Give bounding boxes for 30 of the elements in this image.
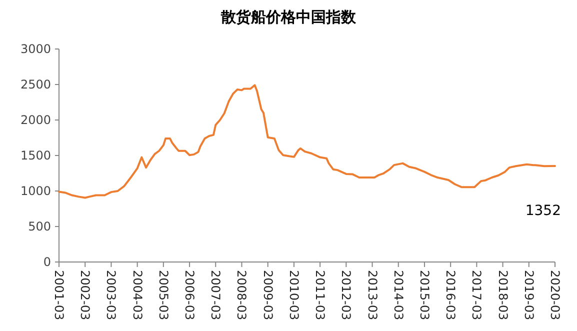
chart-title: 散货船价格中国指数 <box>220 8 357 26</box>
x-tick-label: 2006-03 <box>182 270 197 320</box>
x-tick-label: 2010-03 <box>286 270 301 320</box>
x-tick-label: 2017-03 <box>470 270 484 320</box>
x-tick-label: 2011-03 <box>313 270 328 320</box>
y-tick-label: 0 <box>43 255 51 269</box>
line-series <box>58 84 556 199</box>
x-tick-label: 2018-03 <box>496 270 510 320</box>
x-tick-label: 2004-03 <box>130 270 144 320</box>
y-tick-label: 3000 <box>20 42 51 56</box>
x-tick-label: 2002-03 <box>78 270 92 320</box>
x-tick-label: 2005-03 <box>156 270 170 320</box>
x-tick-label: 2015-03 <box>417 270 432 320</box>
x-tick-label: 2020-03 <box>548 270 562 320</box>
x-tick-label: 2009-03 <box>260 270 275 320</box>
y-tick-label: 2000 <box>20 113 51 127</box>
x-tick-label: 2019-03 <box>522 270 536 320</box>
x-tick-label: 2012-03 <box>339 270 354 320</box>
y-tick-label: 1000 <box>20 184 51 198</box>
annotation: 1352 <box>525 203 561 219</box>
x-tick-label: 2007-03 <box>208 270 223 320</box>
y-tick-label: 2500 <box>20 78 51 92</box>
x-tick-label: 2001-03 <box>52 270 66 320</box>
y-tick-label: 1500 <box>20 148 51 162</box>
x-tick-label: 2013-03 <box>365 270 380 320</box>
x-tick-label: 2003-03 <box>104 270 118 320</box>
x-tick-label: 2016-03 <box>444 270 458 320</box>
x-tick-label: 2014-03 <box>391 270 406 320</box>
x-tick-label: 2008-03 <box>234 270 249 320</box>
y-tick-label: 500 <box>28 220 51 234</box>
